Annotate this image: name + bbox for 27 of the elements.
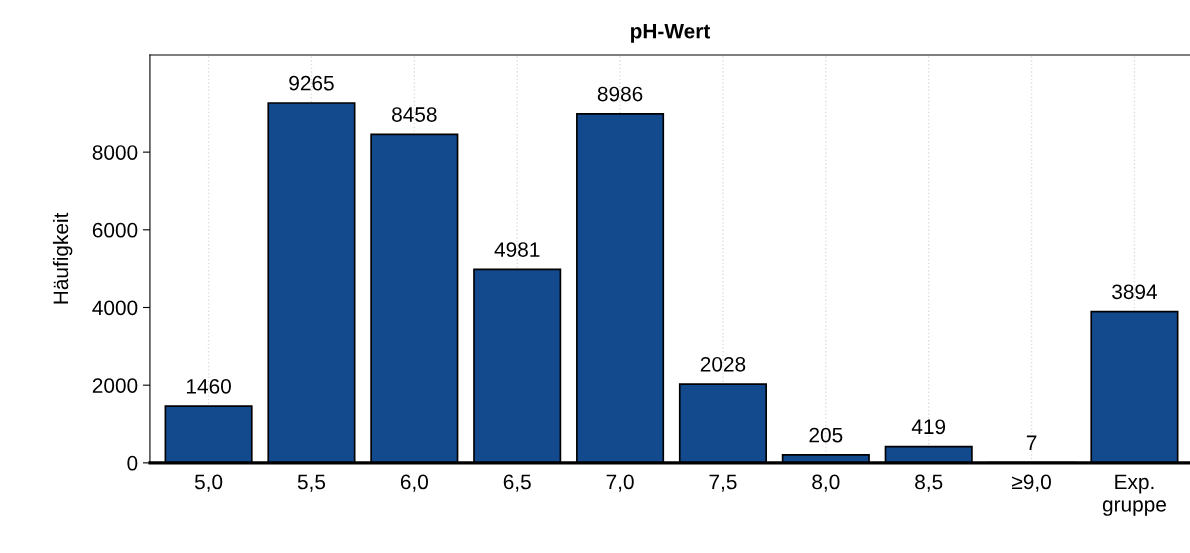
data-label: 9265 <box>289 75 334 91</box>
x-tick-label: 5,0 <box>194 474 223 492</box>
data-label: 7 <box>1026 435 1037 450</box>
x-tick-label: 7,5 <box>709 474 737 492</box>
x-tick-label: 7,0 <box>606 474 634 492</box>
x-tick-label: Exp. gruppe <box>1102 474 1166 516</box>
data-label: 3894 <box>1112 284 1158 300</box>
y-axis-title: Häufigkeit <box>52 212 73 304</box>
x-tick-label: 6,0 <box>400 474 428 492</box>
x-tick-label: ≥9,0 <box>1012 474 1051 492</box>
data-label: 8458 <box>392 107 437 122</box>
y-tick-label: 2000 <box>92 378 138 393</box>
y-tick-label: 0 <box>127 455 138 471</box>
data-label: 2028 <box>700 356 746 372</box>
data-label: 419 <box>911 419 946 435</box>
y-tick-label: 4000 <box>92 300 138 316</box>
chart-title: pH-Wert <box>631 24 711 43</box>
y-tick-label: 6000 <box>92 222 138 238</box>
x-tick-label: 8,5 <box>915 474 943 492</box>
y-tick-label: 8000 <box>92 145 138 160</box>
data-label: 205 <box>809 427 843 443</box>
data-label: 1460 <box>187 378 231 394</box>
x-tick-label: 5,5 <box>297 474 326 492</box>
x-tick-label: 8,0 <box>812 474 840 492</box>
x-tick-label: 6,5 <box>503 474 531 492</box>
data-label: 8986 <box>597 86 643 102</box>
data-label: 4981 <box>494 242 540 257</box>
